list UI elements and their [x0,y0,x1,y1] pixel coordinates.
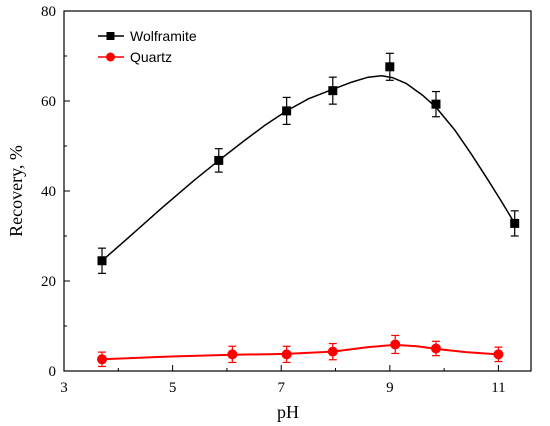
y-tick-label: 0 [49,364,57,380]
data-point-wolframite [328,86,338,96]
x-tick-label: 11 [491,380,505,396]
legend-label-quartz: Quartz [130,49,172,65]
plot-frame [63,10,532,372]
data-point-quartz [493,349,504,360]
x-tick-label: 5 [169,380,177,396]
data-point-quartz [430,343,441,354]
data-point-wolframite [431,99,441,109]
data-point-quartz [281,349,292,360]
legend-marker-wolframite [106,32,115,40]
y-axis-label: Recovery, % [6,145,26,237]
data-point-wolframite [282,106,292,116]
data-point-quartz [390,339,401,350]
data-point-quartz [327,346,338,357]
x-tick-label: 9 [386,380,394,396]
data-point-wolframite [510,218,520,228]
data-point-quartz [97,354,108,365]
data-point-wolframite [385,62,395,72]
legend-marker-quartz [106,52,115,62]
data-point-wolframite [214,155,224,165]
legend: Wolframite Quartz [98,28,197,65]
x-tick-label: 7 [277,380,285,396]
data-point-wolframite [97,256,107,266]
y-tick-label: 60 [41,94,56,110]
series-line-quartz [101,343,499,361]
data-point-quartz [227,349,238,360]
series-line-wolframite [101,75,516,262]
x-tick-label: 3 [60,380,68,396]
plot-area: 3 5 7 9 11 0 20 40 60 80 [41,4,532,396]
y-tick-label: 80 [41,4,56,20]
x-axis-label: pH [277,402,299,422]
y-tick-label: 40 [41,184,56,200]
y-tick-label: 20 [41,274,56,290]
legend-label-wolframite: Wolframite [130,28,197,44]
